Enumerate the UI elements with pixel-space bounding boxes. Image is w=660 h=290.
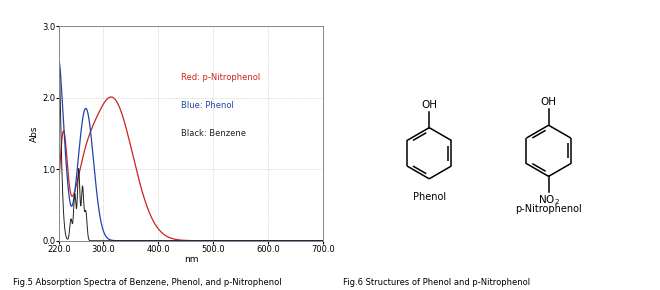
Text: NO$_2$: NO$_2$	[538, 193, 560, 207]
Text: Red: p-Nitrophenol: Red: p-Nitrophenol	[181, 73, 260, 82]
Text: Blue: Phenol: Blue: Phenol	[181, 101, 234, 110]
Text: Fig.5 Absorption Spectra of Benzene, Phenol, and p-Nitrophenol: Fig.5 Absorption Spectra of Benzene, Phe…	[13, 278, 282, 287]
Text: Fig.6 Structures of Phenol and p-Nitrophenol: Fig.6 Structures of Phenol and p-Nitroph…	[343, 278, 531, 287]
Text: p-Nitrophenol: p-Nitrophenol	[515, 204, 582, 214]
Text: Black: Benzene: Black: Benzene	[181, 129, 246, 138]
Y-axis label: Abs: Abs	[30, 125, 39, 142]
Text: OH: OH	[541, 97, 556, 107]
Text: OH: OH	[421, 100, 437, 110]
Text: Phenol: Phenol	[412, 192, 446, 202]
X-axis label: nm: nm	[184, 255, 199, 264]
